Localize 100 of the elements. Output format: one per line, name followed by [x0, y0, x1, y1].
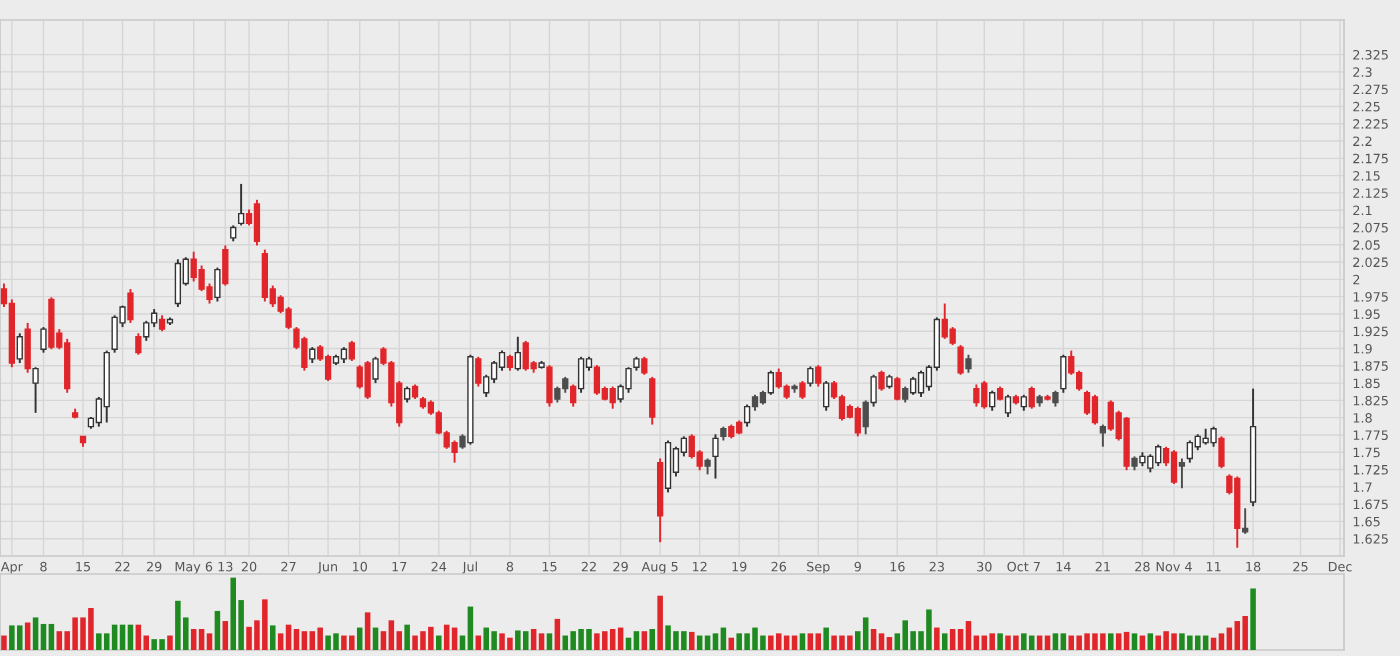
bar — [428, 626, 434, 650]
bar — [570, 631, 576, 650]
bar — [341, 635, 347, 650]
candlestick — [253, 198, 261, 247]
candlestick — [324, 353, 332, 382]
candlestick — [1091, 393, 1099, 426]
candlestick — [941, 302, 948, 340]
bar — [1068, 635, 1075, 650]
bar — [56, 631, 63, 650]
candlestick — [609, 385, 616, 410]
bar — [807, 633, 814, 650]
candlestick — [570, 383, 577, 408]
bar — [1005, 635, 1011, 650]
candlestick — [593, 364, 601, 396]
bar — [1013, 635, 1019, 650]
bar — [151, 639, 157, 650]
candlestick — [862, 399, 869, 436]
bar — [815, 633, 822, 650]
candlestick — [135, 332, 142, 356]
bar — [364, 612, 371, 650]
bar — [96, 633, 102, 650]
candlestick — [577, 355, 585, 394]
bar — [1052, 633, 1059, 650]
bar — [594, 633, 600, 650]
candlestick — [807, 365, 814, 388]
bar — [1179, 633, 1185, 650]
candlestick — [498, 349, 506, 372]
bar — [230, 577, 236, 650]
bar — [712, 633, 719, 650]
bar — [862, 617, 869, 650]
bar — [269, 625, 276, 650]
bar — [301, 631, 308, 650]
bar — [325, 635, 331, 650]
candlestick — [973, 383, 980, 408]
bar — [24, 622, 31, 650]
bar — [633, 631, 640, 650]
candlestick — [1028, 385, 1035, 410]
bar — [1092, 633, 1098, 650]
candlestick — [222, 244, 229, 287]
bar — [293, 629, 300, 650]
candlestick — [664, 439, 672, 494]
candlestick — [823, 380, 830, 412]
bar — [159, 639, 165, 650]
bar — [48, 623, 55, 650]
bar — [1131, 633, 1138, 650]
bar — [1021, 633, 1027, 650]
bar — [665, 625, 671, 650]
bar — [578, 629, 584, 650]
candlestick — [1123, 416, 1130, 472]
bar — [1115, 633, 1122, 650]
bar — [1171, 633, 1177, 650]
bar — [902, 620, 908, 650]
candlestick — [40, 326, 47, 354]
bar — [752, 627, 758, 650]
bar — [1108, 633, 1114, 650]
candlestick — [127, 288, 134, 324]
candlestick — [870, 373, 877, 408]
bar — [491, 631, 497, 650]
bar — [1, 635, 7, 650]
bar — [214, 610, 221, 650]
candlestick — [1083, 389, 1091, 416]
bar — [515, 630, 521, 650]
bar — [839, 635, 845, 650]
candlestick — [514, 335, 521, 372]
bar — [309, 631, 316, 650]
bar — [609, 629, 616, 650]
bar — [586, 629, 592, 650]
bar — [736, 633, 742, 650]
candlestick — [546, 364, 553, 408]
bar — [1084, 633, 1090, 650]
bar — [420, 631, 426, 650]
candlestick — [301, 335, 308, 372]
candlestick — [878, 369, 885, 392]
candlestick — [261, 248, 268, 303]
bar — [175, 600, 181, 650]
candlestick — [775, 367, 782, 390]
candlestick — [712, 433, 719, 480]
candlestick — [451, 439, 458, 464]
candlestick — [767, 369, 774, 396]
candlestick — [854, 405, 861, 438]
bar — [641, 631, 648, 650]
bar — [1194, 635, 1201, 650]
bar — [404, 624, 410, 650]
bar — [775, 633, 782, 650]
candlestick — [16, 332, 23, 365]
bar — [198, 629, 205, 650]
candlestick — [348, 339, 355, 362]
bar — [949, 629, 956, 650]
bar — [103, 633, 110, 650]
bar — [941, 633, 948, 650]
bar — [602, 631, 608, 650]
candlestick — [1060, 353, 1067, 394]
bar — [436, 635, 442, 650]
candlestick — [989, 389, 996, 412]
candlestick — [214, 266, 221, 303]
bar — [657, 595, 663, 650]
candlestick — [364, 360, 371, 400]
bar — [744, 633, 750, 650]
candlestick — [688, 433, 695, 460]
bar — [768, 635, 774, 650]
